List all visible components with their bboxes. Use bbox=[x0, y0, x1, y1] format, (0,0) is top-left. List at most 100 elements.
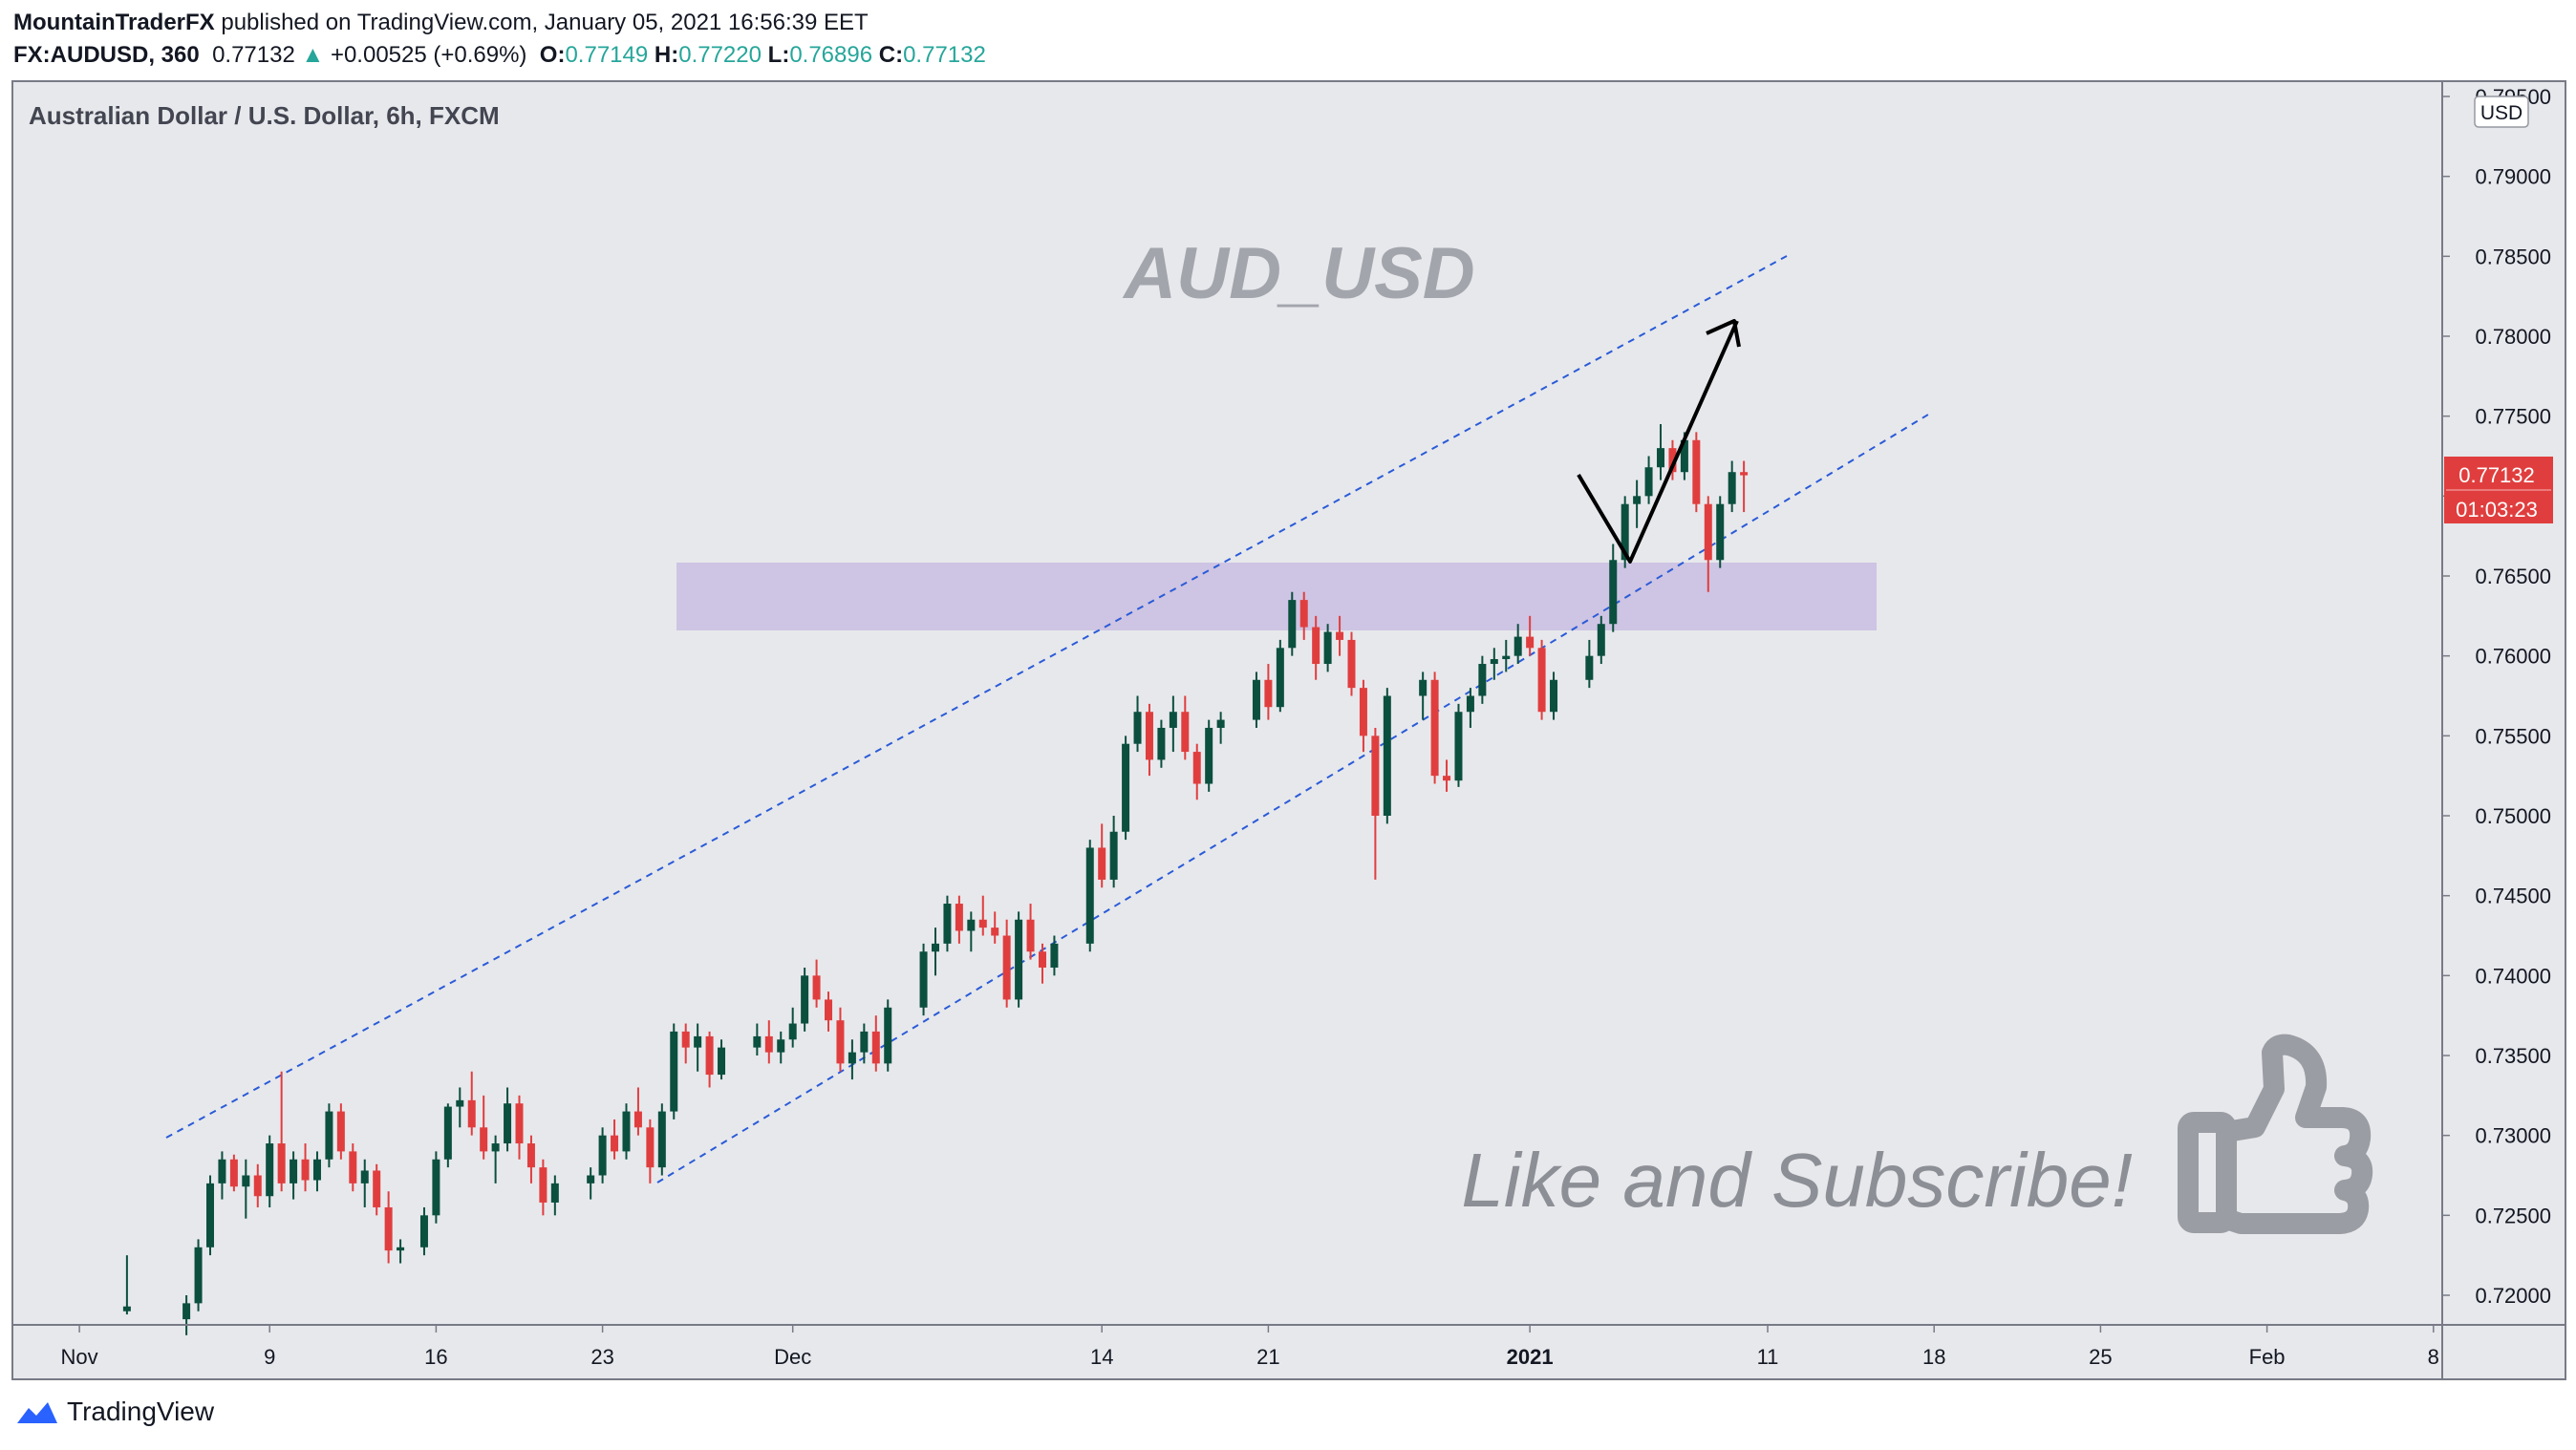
footer-brand[interactable]: TradingView bbox=[67, 1397, 215, 1426]
candle[interactable] bbox=[491, 1135, 500, 1183]
candle[interactable] bbox=[1098, 823, 1106, 888]
candle[interactable] bbox=[218, 1151, 226, 1200]
candle[interactable] bbox=[611, 1119, 619, 1160]
candle[interactable] bbox=[1264, 664, 1273, 720]
candle[interactable] bbox=[694, 1023, 702, 1072]
candle[interactable] bbox=[1015, 911, 1023, 1008]
candle[interactable] bbox=[194, 1239, 203, 1311]
candle[interactable] bbox=[825, 992, 833, 1032]
candle[interactable] bbox=[1205, 719, 1213, 792]
candle[interactable] bbox=[777, 1031, 785, 1064]
candle[interactable] bbox=[1550, 672, 1558, 720]
candle[interactable] bbox=[884, 999, 892, 1072]
candle[interactable] bbox=[1038, 943, 1046, 984]
candle[interactable] bbox=[301, 1143, 310, 1192]
candle[interactable] bbox=[1181, 695, 1190, 760]
candle[interactable] bbox=[764, 1020, 773, 1064]
candle[interactable] bbox=[432, 1151, 440, 1224]
candle[interactable] bbox=[955, 895, 963, 944]
candle[interactable] bbox=[397, 1239, 405, 1264]
candle[interactable] bbox=[1371, 727, 1380, 880]
candle[interactable] bbox=[801, 967, 809, 1032]
candle[interactable] bbox=[1383, 688, 1391, 824]
candle[interactable] bbox=[1490, 648, 1498, 680]
candle[interactable] bbox=[705, 1031, 714, 1088]
candle[interactable] bbox=[633, 1087, 642, 1136]
candle[interactable] bbox=[504, 1087, 512, 1152]
candle[interactable] bbox=[1668, 439, 1677, 480]
candle[interactable] bbox=[718, 1039, 726, 1080]
candle[interactable] bbox=[1336, 615, 1344, 656]
candle[interactable] bbox=[657, 1103, 666, 1176]
upper-channel-line[interactable] bbox=[165, 255, 1788, 1139]
candle[interactable] bbox=[1419, 672, 1428, 720]
candle[interactable] bbox=[360, 1159, 369, 1207]
candle[interactable] bbox=[978, 895, 987, 936]
candle[interactable] bbox=[598, 1127, 607, 1183]
candle[interactable] bbox=[1252, 672, 1260, 728]
candle[interactable] bbox=[1133, 695, 1142, 753]
candle[interactable] bbox=[860, 1023, 869, 1064]
candle[interactable] bbox=[1216, 712, 1225, 744]
candle[interactable] bbox=[205, 1175, 214, 1256]
candle[interactable] bbox=[919, 943, 928, 1016]
candle[interactable] bbox=[1454, 703, 1463, 787]
candle[interactable] bbox=[1478, 655, 1487, 704]
candle[interactable] bbox=[384, 1191, 393, 1264]
candle[interactable] bbox=[646, 1119, 655, 1183]
candle[interactable] bbox=[991, 911, 999, 944]
candle[interactable] bbox=[1644, 456, 1653, 504]
candle[interactable] bbox=[480, 1095, 488, 1160]
candle[interactable] bbox=[1502, 639, 1511, 672]
candle[interactable] bbox=[1513, 624, 1522, 665]
candle[interactable] bbox=[943, 895, 952, 952]
candle[interactable] bbox=[1157, 719, 1166, 768]
candle[interactable] bbox=[1145, 703, 1153, 777]
candle[interactable] bbox=[1728, 460, 1736, 513]
candle[interactable] bbox=[550, 1175, 559, 1216]
tradingview-logo-icon[interactable] bbox=[15, 1398, 59, 1425]
candle[interactable] bbox=[967, 911, 976, 952]
candle[interactable] bbox=[1109, 816, 1118, 888]
candle[interactable] bbox=[1443, 759, 1451, 792]
candle[interactable] bbox=[753, 1023, 762, 1056]
candle[interactable] bbox=[1323, 624, 1332, 672]
candle[interactable] bbox=[515, 1095, 524, 1160]
candle[interactable] bbox=[182, 1295, 191, 1335]
resistance-zone[interactable] bbox=[676, 563, 1877, 630]
candle[interactable] bbox=[419, 1206, 428, 1256]
candle[interactable] bbox=[1537, 639, 1546, 720]
candle[interactable] bbox=[1704, 496, 1712, 592]
candle[interactable] bbox=[1085, 840, 1094, 952]
candle[interactable] bbox=[681, 1023, 690, 1064]
candle[interactable] bbox=[1312, 615, 1320, 680]
author-name[interactable]: MountainTraderFX bbox=[13, 10, 215, 35]
candle[interactable] bbox=[253, 1163, 262, 1207]
candle[interactable] bbox=[1122, 736, 1130, 841]
price-axis[interactable]: 0.795000.790000.785000.780000.775000.770… bbox=[2442, 85, 2551, 1308]
candle[interactable] bbox=[1526, 615, 1535, 656]
candle[interactable] bbox=[1192, 743, 1201, 800]
candle[interactable] bbox=[1347, 631, 1356, 696]
candle[interactable] bbox=[1609, 544, 1618, 632]
candle[interactable] bbox=[277, 1071, 286, 1192]
time-axis[interactable]: Nov 9 16 23 Dec 14 21 2021 11 18 25 Feb 8 bbox=[61, 1325, 2439, 1369]
candle[interactable] bbox=[373, 1163, 381, 1216]
candle[interactable] bbox=[1050, 935, 1059, 976]
lower-channel-line[interactable] bbox=[656, 414, 1929, 1183]
candle[interactable] bbox=[1466, 688, 1474, 728]
candle[interactable] bbox=[1002, 919, 1011, 1008]
candle[interactable] bbox=[539, 1159, 547, 1216]
candle[interactable] bbox=[526, 1135, 535, 1183]
last-price-tag[interactable]: 0.77132 01:03:23 bbox=[2444, 457, 2553, 523]
candle[interactable] bbox=[1359, 679, 1367, 753]
candle[interactable] bbox=[325, 1103, 333, 1168]
currency-badge[interactable]: USD bbox=[2474, 96, 2529, 128]
candle[interactable] bbox=[1288, 591, 1297, 656]
candle[interactable] bbox=[467, 1071, 476, 1136]
candle[interactable] bbox=[1740, 460, 1749, 513]
candle[interactable] bbox=[932, 928, 939, 976]
candle[interactable] bbox=[290, 1151, 298, 1200]
candle[interactable] bbox=[1299, 591, 1308, 640]
